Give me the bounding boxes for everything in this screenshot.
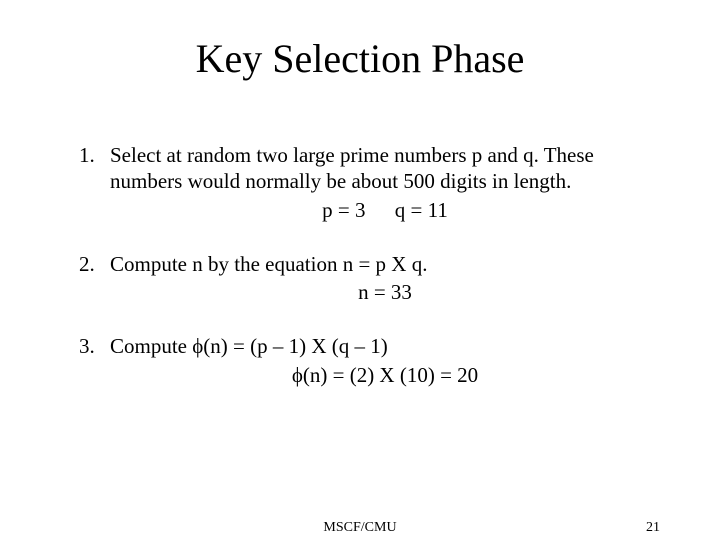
list-item: Compute n by the equation n = p X q. n =… [100,251,660,306]
step-body: Compute ϕ(n) = (p – 1) X (q – 1) [110,333,660,359]
step-example: p = 3 q = 11 [110,197,660,223]
step-example: n = 33 [110,279,660,305]
list-item: Select at random two large prime numbers… [100,142,660,223]
example-p: p = 3 [322,198,365,222]
example-q: q = 11 [395,198,448,222]
page-number: 21 [646,520,660,536]
slide-title: Key Selection Phase [60,35,660,82]
slide-container: Key Selection Phase Select at random two… [0,0,720,540]
list-item: Compute ϕ(n) = (p – 1) X (q – 1) ϕ(n) = … [100,333,660,388]
step-example: ϕ(n) = (2) X (10) = 20 [110,362,660,388]
steps-list: Select at random two large prime numbers… [60,142,660,388]
footer-center-text: MSCF/CMU [323,520,396,536]
step-body: Select at random two large prime numbers… [110,142,660,195]
step-body: Compute n by the equation n = p X q. [110,251,660,277]
